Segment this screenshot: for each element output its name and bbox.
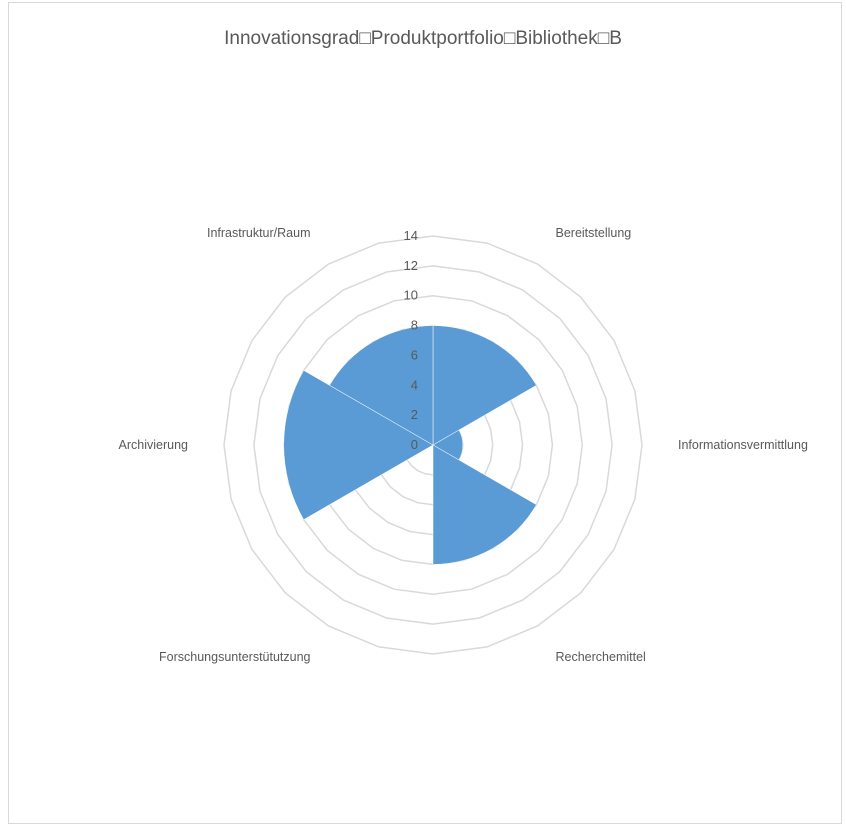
sector-recherchemittel [432,444,537,565]
data-sectors [283,325,537,565]
tick-label: 0 [411,437,418,452]
category-labels: Bereitstellung Informationsvermittlung Rec… [119,226,808,664]
tick-label: 8 [411,318,418,333]
sector-archivierung [283,370,434,520]
tick-label: 10 [404,288,418,303]
tick-label: 12 [404,258,418,273]
category-label-recherchemittel: Recherchemittel [556,650,646,664]
tick-label: 4 [411,377,418,392]
tick-label: 14 [404,228,418,243]
radial-axis-ticks: 0 2 4 6 8 10 12 14 [404,228,418,452]
tick-label: 6 [411,347,418,362]
sector-infrastruktur-raum [329,325,434,446]
category-label-archivierung: Archivierung [119,438,189,452]
category-label-bereitstellung: Bereitstellung [556,226,632,240]
category-label-informationsvermittlung: Informationsvermittlung [678,438,808,452]
chart-title: Innovationsgrad□Produktportfolio□Bibliot… [224,28,622,49]
sector-bereitstellung [432,325,537,446]
category-label-infrastruktur-raum: Infrastruktur/Raum [207,226,311,240]
grid-ring [253,265,613,625]
grid-ring [223,235,643,655]
tick-label: 2 [411,407,418,422]
category-label-forschungsunterst-tutzung: Forschungsunterstütutzung [159,650,311,664]
